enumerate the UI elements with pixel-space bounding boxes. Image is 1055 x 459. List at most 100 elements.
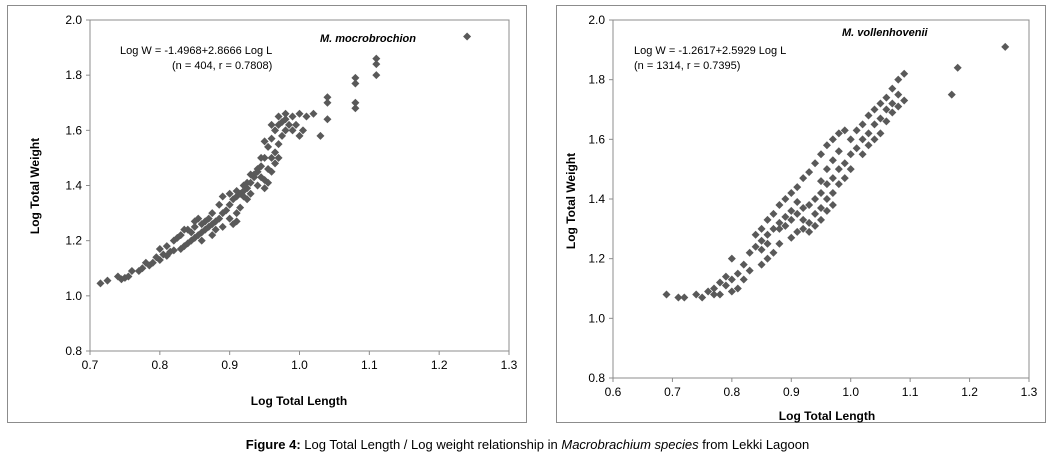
data-point xyxy=(222,206,231,215)
data-point xyxy=(805,227,814,236)
x-tick-label: 0.6 xyxy=(605,385,622,399)
data-point xyxy=(822,206,831,215)
data-point xyxy=(190,217,199,226)
data-point xyxy=(858,135,867,144)
data-point xyxy=(876,99,885,108)
y-axis-title: Log Total Weight xyxy=(564,153,578,249)
equation-label: Log W = -1.2617+2.5929 Log L xyxy=(634,45,786,57)
data-point xyxy=(763,239,772,248)
data-point xyxy=(769,209,778,218)
chart-panel-mocrobrochion: M. mocrobrochion Log W = -1.4968+2.8666 … xyxy=(7,5,527,423)
data-point xyxy=(351,73,360,82)
data-point xyxy=(138,264,147,273)
x-tick-label: 0.9 xyxy=(221,358,238,372)
data-point xyxy=(309,109,318,118)
data-point xyxy=(745,266,754,275)
data-point xyxy=(721,272,730,281)
data-point xyxy=(372,71,381,80)
x-tick-label: 1.2 xyxy=(961,385,978,399)
data-point xyxy=(351,98,360,107)
data-point xyxy=(828,189,837,198)
data-point xyxy=(197,236,206,245)
data-point xyxy=(888,99,897,108)
y-tick-label: 1.8 xyxy=(65,68,82,82)
data-point xyxy=(662,290,671,299)
data-point xyxy=(243,178,252,187)
data-point xyxy=(834,129,843,138)
scatter-chart-vollenhovenii: M. vollenhovenii Log W = -1.2617+2.5929 … xyxy=(564,13,1038,423)
y-axis-title: Log Total Weight xyxy=(28,138,42,234)
data-point xyxy=(834,147,843,156)
data-point xyxy=(870,120,879,129)
data-point xyxy=(674,293,683,302)
data-point xyxy=(900,96,909,105)
y-tick-label: 1.6 xyxy=(65,123,82,137)
x-tick-label: 1.3 xyxy=(1021,385,1038,399)
data-point xyxy=(811,209,820,218)
data-point xyxy=(698,293,707,302)
x-tick-label: 1.0 xyxy=(291,358,308,372)
data-point xyxy=(208,231,217,240)
data-point xyxy=(727,254,736,263)
data-point xyxy=(715,278,724,287)
data-point xyxy=(225,214,234,223)
data-point xyxy=(680,293,689,302)
data-point xyxy=(253,164,262,173)
caption-text-before: Log Total Length / Log weight relationsh… xyxy=(300,437,562,452)
data-point xyxy=(799,174,808,183)
data-point xyxy=(260,137,269,146)
x-axis-title: Log Total Length xyxy=(779,409,875,423)
data-point xyxy=(894,102,903,111)
data-point xyxy=(739,275,748,284)
data-point xyxy=(828,156,837,165)
data-point xyxy=(781,195,790,203)
data-point xyxy=(775,239,784,248)
data-point xyxy=(947,90,956,99)
data-point xyxy=(864,141,873,150)
data-point xyxy=(162,242,171,251)
data-point xyxy=(180,225,189,234)
data-point xyxy=(372,54,381,63)
data-point xyxy=(888,84,897,93)
data-point xyxy=(870,105,879,114)
data-point xyxy=(323,115,332,124)
data-point xyxy=(715,290,724,299)
data-point xyxy=(811,221,820,230)
data-point xyxy=(846,135,855,144)
data-point xyxy=(775,200,784,209)
data-point xyxy=(225,189,234,198)
data-point xyxy=(817,150,825,159)
data-point xyxy=(246,170,255,179)
data-point xyxy=(211,225,220,234)
data-point xyxy=(858,120,867,129)
data-point xyxy=(257,173,266,182)
data-point xyxy=(882,93,891,102)
y-tick-label: 2.0 xyxy=(65,13,82,27)
data-point xyxy=(278,131,287,140)
data-point xyxy=(692,290,701,299)
x-tick-label: 1.2 xyxy=(431,358,448,372)
data-point xyxy=(822,141,831,150)
data-point xyxy=(817,215,825,224)
data-point xyxy=(900,69,909,78)
data-point xyxy=(727,275,736,284)
data-point xyxy=(805,168,814,177)
data-point xyxy=(763,215,772,224)
data-point xyxy=(113,272,122,281)
caption-label: Figure 4: xyxy=(245,437,301,452)
data-point xyxy=(274,153,283,162)
data-point xyxy=(775,224,784,233)
data-point xyxy=(840,126,849,135)
data-point xyxy=(757,260,766,269)
data-point xyxy=(834,165,843,174)
data-point xyxy=(745,248,754,257)
species-label: M. vollenhovenii xyxy=(842,27,929,39)
data-point xyxy=(260,184,269,193)
data-point xyxy=(187,228,196,237)
data-point xyxy=(870,135,879,144)
x-tick-label: 0.8 xyxy=(724,385,741,399)
data-point xyxy=(246,189,255,198)
y-tick-label: 0.8 xyxy=(588,371,605,385)
data-point xyxy=(271,159,280,168)
data-point xyxy=(858,150,867,159)
